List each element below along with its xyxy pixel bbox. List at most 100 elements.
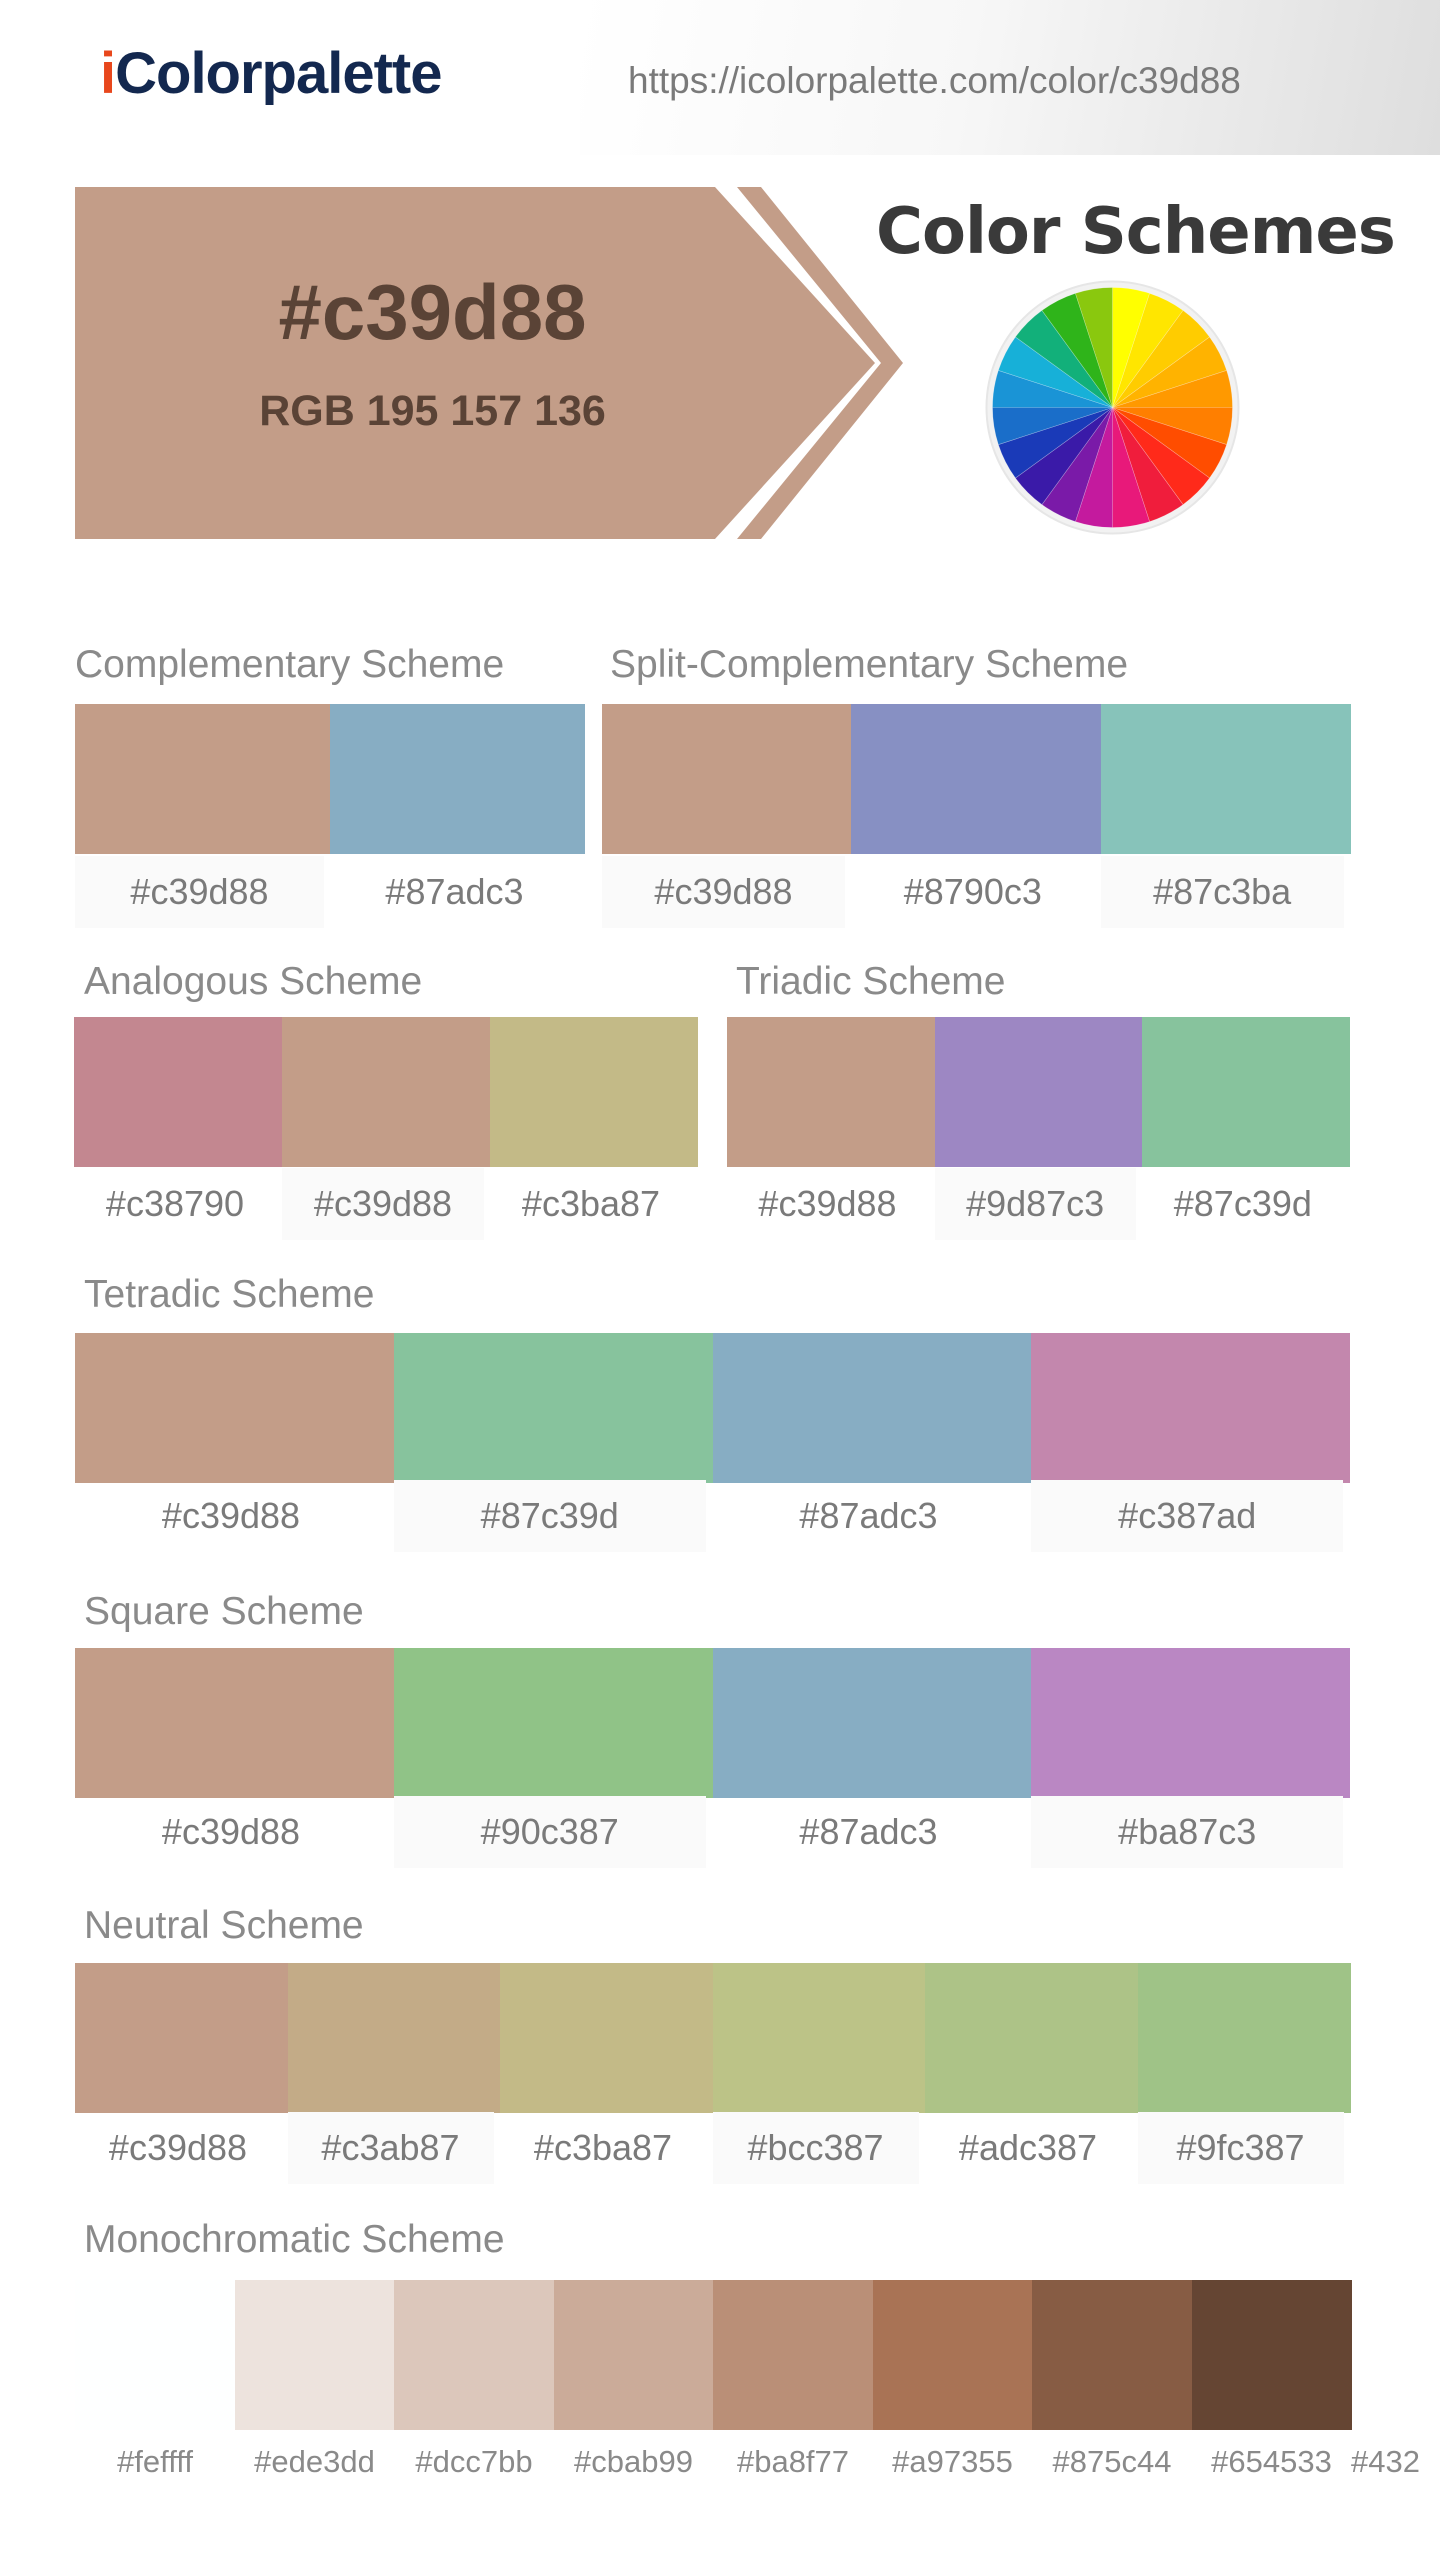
square-swatch[interactable] xyxy=(712,1648,1032,1798)
hero-arrow-shape xyxy=(75,187,903,539)
complementary-swatch[interactable] xyxy=(75,704,330,854)
wheel-segment xyxy=(1112,407,1211,506)
square-hex-label[interactable]: #90c387 xyxy=(393,1796,706,1868)
neutral-swatch[interactable] xyxy=(925,1963,1138,2113)
complementary-hex-label[interactable]: #c39d88 xyxy=(75,856,324,928)
triadic-hex-label[interactable]: #9d87c3 xyxy=(934,1168,1136,1240)
split-swatch[interactable] xyxy=(851,704,1102,854)
tetradic-swatch[interactable] xyxy=(712,1333,1032,1483)
square-hex-label[interactable]: #87adc3 xyxy=(799,1811,938,1852)
neutral-hex-label[interactable]: #c39d88 xyxy=(108,2127,248,2168)
split-hex-label[interactable]: #c39d88 xyxy=(602,856,845,928)
complementary-scheme-title: Complementary Scheme xyxy=(75,643,505,686)
analogous-hex-label[interactable]: #c38790 xyxy=(105,1183,245,1224)
analogous-hex-label[interactable]: #c39d88 xyxy=(282,1168,484,1240)
square-swatch[interactable] xyxy=(1031,1648,1351,1798)
wheel-segment xyxy=(1112,309,1211,408)
tetradic-hex-label[interactable]: #c387ad xyxy=(1031,1480,1344,1552)
logo-text: Colorpalette xyxy=(115,41,442,106)
monochromatic-hex-label[interactable]: #a97355 xyxy=(892,2444,1013,2479)
tetradic-hex-label[interactable]: #87c39d xyxy=(393,1480,706,1552)
monochromatic-swatch[interactable] xyxy=(75,2280,235,2430)
wheel-segment xyxy=(1112,336,1228,408)
monochromatic-swatch[interactable] xyxy=(394,2280,554,2430)
neutral-swatch[interactable] xyxy=(712,1963,926,2113)
neutral-swatch[interactable] xyxy=(75,1963,288,2113)
page-url[interactable]: https://icolorpalette.com/color/c39d88 xyxy=(628,60,1241,101)
triadic-swatch[interactable] xyxy=(934,1017,1143,1167)
monochromatic-swatch[interactable] xyxy=(1032,2280,1192,2430)
split-swatch[interactable] xyxy=(1100,704,1351,854)
neutral-hex-label[interactable]: #9fc387 xyxy=(1137,2112,1344,2184)
neutral-swatch[interactable] xyxy=(287,1963,501,2113)
wheel-segment xyxy=(1014,407,1113,506)
wheel-segment xyxy=(992,407,1113,445)
triadic-scheme-title: Triadic Scheme xyxy=(736,960,1006,1003)
monochromatic-hex-label[interactable]: #dcc7bb xyxy=(415,2444,533,2479)
wheel-segment xyxy=(1041,292,1113,408)
wheel-segment xyxy=(997,336,1113,408)
tetradic-swatch[interactable] xyxy=(1031,1333,1351,1483)
monochromatic-swatch[interactable] xyxy=(234,2280,395,2430)
split-hex-label[interactable]: #8790c3 xyxy=(903,871,1042,912)
tetradic-swatch[interactable] xyxy=(75,1333,394,1483)
wheel-segment xyxy=(1112,370,1233,408)
neutral-swatch[interactable] xyxy=(500,1963,713,2113)
neutral-hex-label[interactable]: #c3ba87 xyxy=(533,2127,673,2168)
wheel-segment xyxy=(1075,287,1113,408)
monochromatic-hex-label[interactable]: #ede3dd xyxy=(254,2444,375,2479)
neutral-scheme-title: Neutral Scheme xyxy=(84,1904,364,1947)
square-swatch[interactable] xyxy=(393,1648,713,1798)
wheel-segment xyxy=(992,370,1113,408)
site-logo[interactable]: iColorpalette xyxy=(100,40,443,107)
monochromatic-hex-label[interactable]: #432 xyxy=(1351,2444,1420,2479)
monochromatic-swatch[interactable] xyxy=(1191,2280,1352,2430)
monochromatic-hex-label[interactable]: #654533 xyxy=(1211,2444,1332,2479)
monochromatic-hex-label[interactable]: #cbab99 xyxy=(574,2444,693,2479)
triadic-swatch[interactable] xyxy=(1142,1017,1351,1167)
neutral-hex-label[interactable]: #bcc387 xyxy=(712,2112,919,2184)
monochromatic-hex-label[interactable]: #feffff xyxy=(117,2444,193,2479)
analogous-hex-label[interactable]: #c3ba87 xyxy=(521,1183,661,1224)
color-wheel-icon xyxy=(985,280,1240,535)
neutral-hex-label[interactable]: #adc387 xyxy=(958,2127,1098,2168)
hero-color-banner: #c39d88 RGB 195 157 136 xyxy=(75,187,905,539)
analogous-scheme-title: Analogous Scheme xyxy=(84,960,423,1003)
triadic-hex-label[interactable]: #87c39d xyxy=(1173,1183,1312,1224)
wheel-segment xyxy=(1112,407,1184,523)
square-hex-label[interactable]: #c39d88 xyxy=(161,1811,301,1852)
monochromatic-hex-label[interactable]: #875c44 xyxy=(1052,2444,1172,2479)
tetradic-hex-label[interactable]: #87adc3 xyxy=(799,1495,938,1536)
wheel-segment xyxy=(1112,407,1233,445)
wheel-segment xyxy=(1075,407,1113,528)
monochromatic-swatch[interactable] xyxy=(872,2280,1033,2430)
wheel-segment xyxy=(1014,309,1113,408)
logo-i: i xyxy=(100,41,116,106)
wheel-segment xyxy=(997,407,1113,479)
neutral-hex-label[interactable]: #c3ab87 xyxy=(287,2112,494,2184)
triadic-hex-label[interactable]: #c39d88 xyxy=(758,1183,897,1224)
neutral-swatch[interactable] xyxy=(1137,1963,1351,2113)
monochromatic-hex-label[interactable]: #ba8f77 xyxy=(736,2444,850,2479)
color-schemes-heading: Color Schemes xyxy=(876,195,1396,269)
analogous-swatch[interactable] xyxy=(74,1017,282,1167)
square-scheme-title: Square Scheme xyxy=(84,1590,364,1633)
analogous-swatch[interactable] xyxy=(282,1017,490,1167)
square-hex-label[interactable]: #ba87c3 xyxy=(1031,1796,1344,1868)
monochromatic-swatch[interactable] xyxy=(713,2280,873,2430)
split-swatch[interactable] xyxy=(602,704,852,854)
wheel-segment xyxy=(1112,407,1228,479)
analogous-swatch[interactable] xyxy=(490,1017,698,1167)
wheel-segment xyxy=(1112,407,1150,528)
triadic-swatch[interactable] xyxy=(727,1017,935,1167)
complementary-hex-label[interactable]: #87adc3 xyxy=(385,871,524,912)
tetradic-hex-label[interactable]: #c39d88 xyxy=(161,1495,301,1536)
hero-hex-code: #c39d88 xyxy=(278,268,587,356)
square-swatch[interactable] xyxy=(75,1648,394,1798)
wheel-segment xyxy=(1041,407,1113,523)
wheel-segment xyxy=(1112,292,1184,408)
complementary-swatch[interactable] xyxy=(330,704,585,854)
tetradic-swatch[interactable] xyxy=(393,1333,713,1483)
monochromatic-swatch[interactable] xyxy=(553,2280,714,2430)
split-hex-label[interactable]: #87c3ba xyxy=(1100,856,1344,928)
